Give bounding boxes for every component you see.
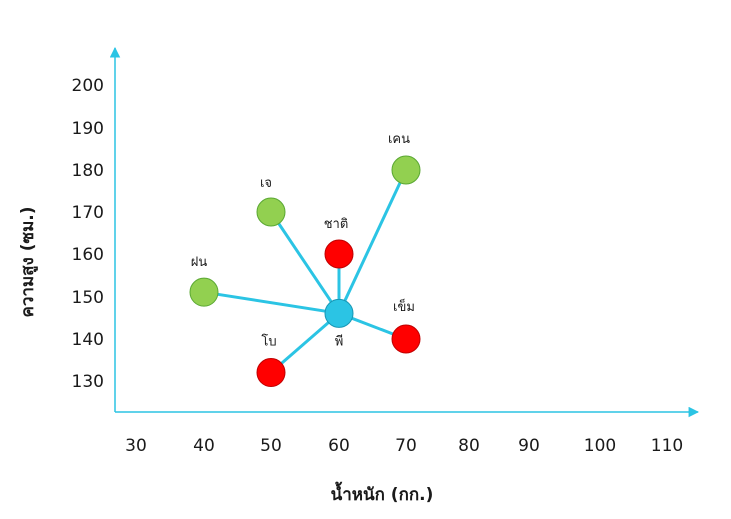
y-tick-label: 180 (72, 161, 104, 181)
axes (109, 46, 700, 418)
y-tick-label: 130 (72, 372, 104, 392)
connector-line (203, 290, 340, 315)
point-label: ฝน (191, 255, 208, 270)
x-tick-label: 70 (395, 436, 417, 456)
data-point (391, 324, 421, 354)
y-axis-title: ความสูง (ซม.) (18, 206, 39, 317)
y-tick-label: 140 (72, 330, 104, 350)
point-label: ชาติ (324, 217, 349, 232)
x-axis-title: น้ำหนัก (กก.) (331, 481, 434, 505)
connector-line (270, 312, 340, 374)
y-tick-label: 200 (72, 76, 104, 96)
y-tick-labels: 130 140 150 160 170 180 190 200 (72, 76, 104, 392)
center-label: พี (335, 333, 344, 349)
data-points (189, 155, 421, 388)
connector-line (337, 169, 408, 314)
point-label: เจ (260, 176, 272, 191)
data-point (189, 277, 219, 307)
x-tick-label: 50 (260, 436, 282, 456)
x-tick-label: 100 (584, 436, 616, 456)
data-point (256, 358, 286, 388)
x-tick-label: 80 (458, 436, 480, 456)
x-tick-label: 30 (125, 436, 147, 456)
center-point (324, 298, 354, 328)
data-point (324, 239, 354, 269)
y-tick-label: 170 (72, 203, 104, 223)
x-tick-label: 110 (651, 436, 683, 456)
y-tick-label: 150 (72, 288, 104, 308)
point-label: โบ (261, 334, 276, 350)
x-tick-label: 60 (328, 436, 350, 456)
data-point (391, 155, 421, 185)
x-tick-label: 40 (193, 436, 215, 456)
x-tick-label: 90 (518, 436, 540, 456)
y-tick-label: 190 (72, 119, 104, 139)
point-label: เคน (388, 132, 410, 147)
point-label: เข็ม (393, 297, 415, 315)
connector-line (269, 211, 341, 315)
data-point (256, 197, 286, 227)
x-tick-labels: 30 40 50 60 70 80 90 100 110 (125, 436, 683, 456)
y-tick-label: 160 (72, 245, 104, 265)
connector-lines (203, 169, 408, 374)
